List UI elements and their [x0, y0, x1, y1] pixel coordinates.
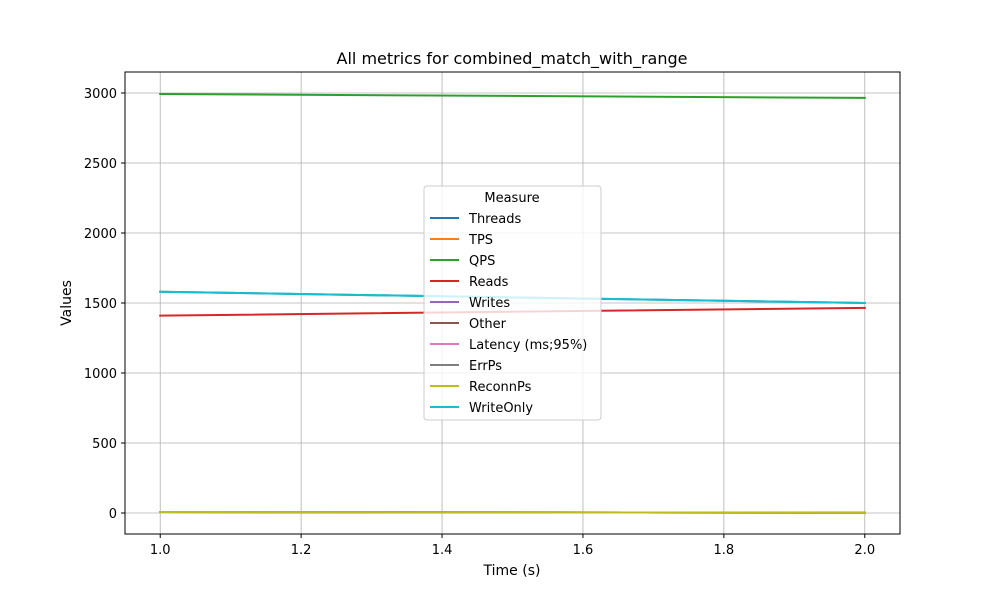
- x-tick-label: 1.8: [714, 543, 735, 558]
- legend-label: TPS: [468, 233, 493, 248]
- x-tick-label: 1.0: [150, 543, 171, 558]
- x-tick-label: 1.6: [573, 543, 594, 558]
- legend-item-writeonly: WriteOnly: [430, 401, 533, 416]
- y-tick-label: 500: [92, 437, 117, 452]
- y-axis-title: Values: [59, 280, 75, 326]
- x-axis-title: Time (s): [483, 563, 541, 579]
- x-tick-label: 1.2: [291, 543, 312, 558]
- x-tick-label: 1.4: [432, 543, 453, 558]
- legend-item-reconnps: ReconnPs: [430, 380, 532, 395]
- legend-label: Writes: [469, 296, 510, 311]
- x-axis: 1.0 1.2 1.4 1.6 1.8 2.0: [150, 534, 875, 558]
- legend-label: Threads: [468, 212, 521, 227]
- legend-label: Latency (ms;95%): [469, 338, 587, 353]
- legend: Measure Threads TPS QPS Reads Writes Other Lat…: [423, 185, 602, 421]
- legend-items: Threads TPS QPS Reads Writes Other Latency (ms…: [430, 212, 587, 416]
- legend-label: Reads: [469, 275, 509, 290]
- series-line-qps: [159, 92, 866, 99]
- legend-label: ReconnPs: [469, 380, 532, 395]
- y-tick-label: 3000: [84, 87, 117, 102]
- legend-item-errps: ErrPs: [430, 359, 502, 374]
- legend-label: WriteOnly: [469, 401, 533, 416]
- y-tick-label: 0: [109, 507, 117, 522]
- legend-item-writes: Writes: [430, 296, 510, 311]
- legend-title: Measure: [484, 191, 539, 206]
- legend-item-latency-ms-95: Latency (ms;95%): [430, 338, 587, 353]
- legend-item-reads: Reads: [430, 275, 509, 290]
- series-line-reconnps: [159, 510, 866, 514]
- legend-label: ErrPs: [469, 359, 502, 374]
- legend-item-other: Other: [430, 317, 507, 332]
- y-axis: 0 500 1000 1500 2000 2500 3000: [84, 87, 125, 522]
- y-tick-label: 1500: [84, 297, 117, 312]
- legend-label: Other: [469, 317, 507, 332]
- chart-title: All metrics for combined_match_with_rang…: [337, 49, 688, 69]
- x-tick-label: 2.0: [854, 543, 875, 558]
- legend-item-threads: Threads: [430, 212, 521, 227]
- legend-box: [423, 185, 602, 421]
- y-tick-label: 1000: [84, 367, 117, 382]
- legend-item-qps: QPS: [430, 254, 495, 269]
- y-tick-label: 2500: [84, 157, 117, 172]
- legend-item-tps: TPS: [430, 233, 493, 248]
- legend-label: QPS: [469, 254, 495, 269]
- y-tick-label: 2000: [84, 227, 117, 242]
